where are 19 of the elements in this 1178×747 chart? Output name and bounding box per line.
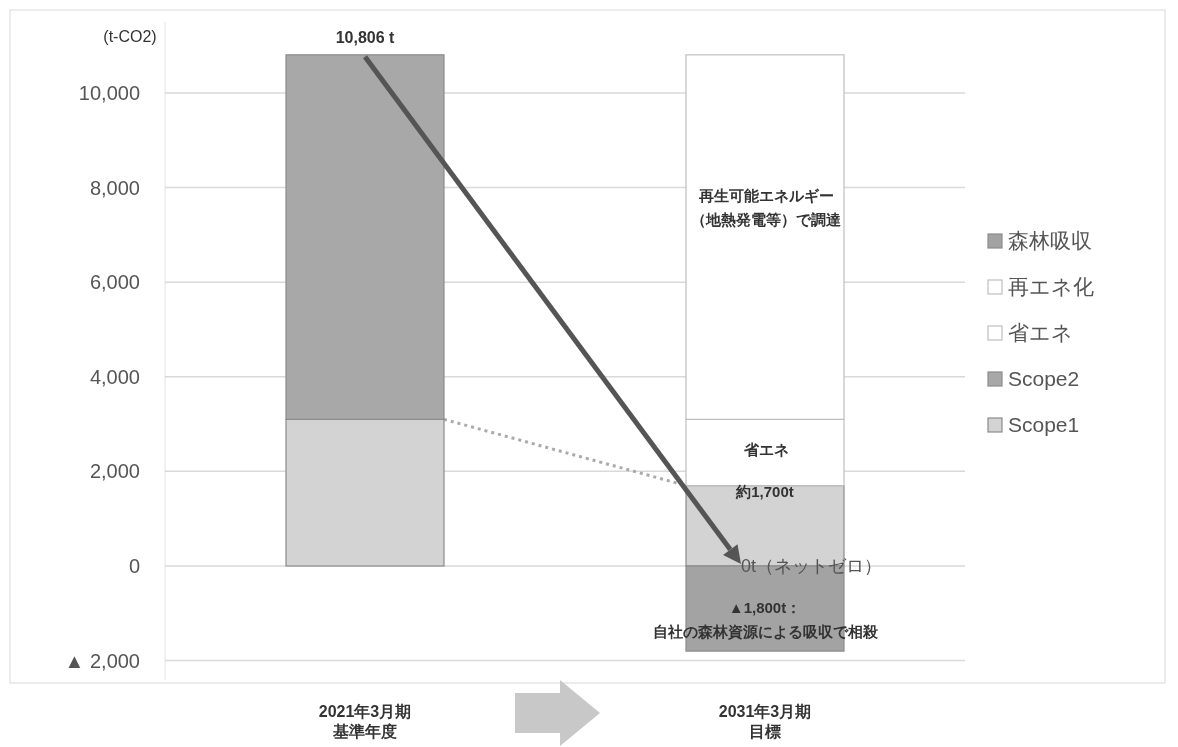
y-tick-label: 6,000 xyxy=(89,271,140,294)
annotation: 省エネ xyxy=(742,441,789,459)
x-tick-label: 2031年3月期目標 xyxy=(718,703,812,740)
legend-label: 再エネ化 xyxy=(1008,275,1094,298)
annotation: 10,806 t xyxy=(335,29,396,47)
y-tick-label: ▲ 2,000 xyxy=(64,649,140,672)
x-tick-label: 2021年3月期基準年度 xyxy=(318,703,412,740)
annotation: 再生可能エネルギー（地熱発電等）で調達 xyxy=(691,187,842,229)
annotation: 約1,700t xyxy=(735,482,794,500)
legend-label: Scope2 xyxy=(1008,367,1080,390)
y-tick-label: 2,000 xyxy=(89,460,140,483)
legend-label: 森林吸収 xyxy=(1008,229,1092,252)
legend-label: 省エネ xyxy=(1008,321,1073,344)
y-tick-label: 4,000 xyxy=(89,365,140,388)
y-tick-label: 8,000 xyxy=(89,176,140,199)
y-axis-title: (t-CO2) xyxy=(103,28,157,45)
y-tick-label: 0 xyxy=(128,554,140,577)
legend-label: Scope1 xyxy=(1008,413,1080,436)
y-tick-label: 10,000 xyxy=(78,81,140,104)
